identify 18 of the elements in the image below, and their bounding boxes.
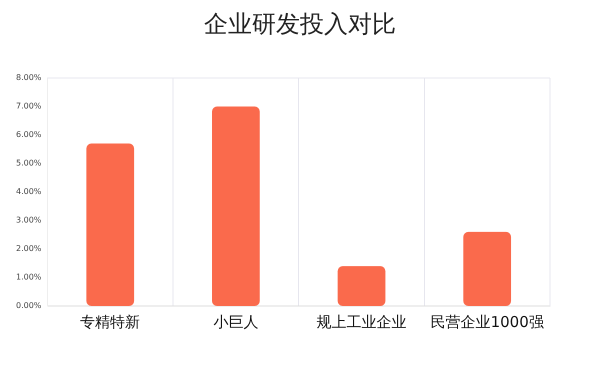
x-tick-label: 规上工业企业 <box>316 312 407 331</box>
y-tick-label: 7.00% <box>16 102 42 111</box>
y-tick-label: 5.00% <box>16 158 42 168</box>
y-tick-label: 8.00% <box>16 73 42 82</box>
bar <box>463 232 512 306</box>
x-tick-label: 民营企业1000强 <box>430 312 544 331</box>
bar <box>338 266 386 306</box>
bar <box>212 106 260 306</box>
y-tick-label: 2.00% <box>16 244 42 254</box>
bar <box>86 144 134 306</box>
y-tick-label: 1.00% <box>16 272 42 282</box>
y-tick-label: 0.00% <box>16 301 42 310</box>
y-tick-label: 4.00% <box>16 187 42 196</box>
y-tick-label: 6.00% <box>16 130 42 140</box>
chart-title: 企业研发投入对比 <box>203 9 397 40</box>
x-tick-label: 专精特新 <box>80 312 140 331</box>
x-tick-label: 小巨人 <box>213 312 258 331</box>
y-tick-label: 3.00% <box>16 216 42 225</box>
